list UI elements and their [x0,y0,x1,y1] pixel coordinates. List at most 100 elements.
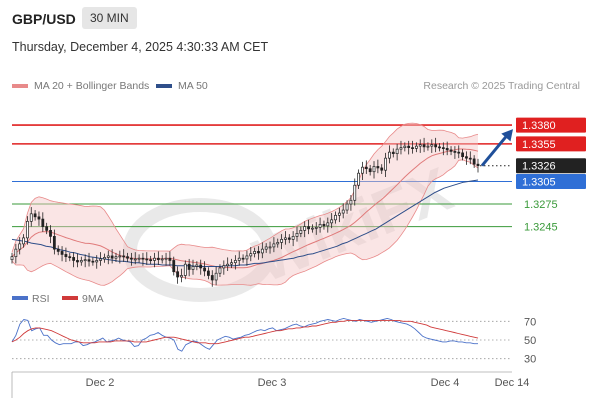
candle [210,270,214,287]
research-credit: Research © 2025 Trading Central [423,80,580,92]
candle-body [465,156,468,159]
candle [214,266,218,286]
candle [461,149,464,161]
legend-ma20-swatch [12,84,28,89]
candle-body [384,157,387,171]
candle [99,252,102,266]
candle-body [60,251,64,255]
level-label-3: 1.3275 [524,199,558,211]
candle-body [414,145,418,149]
candle-body [391,151,395,155]
bollinger-upper [11,122,479,253]
candle-body [411,147,414,149]
candle-body [91,260,95,263]
candle [449,146,453,156]
candle-body [453,151,457,153]
candle-body [445,148,449,151]
candle-body [164,257,168,260]
candle-body [56,248,60,252]
candle-body [141,257,145,260]
candle [141,252,145,266]
candle [199,259,203,275]
candle [257,246,260,260]
candle [345,200,349,214]
level-badge-1 [516,136,586,152]
candle [287,234,291,244]
candle-body [180,275,183,278]
candle [37,211,41,226]
candle [172,256,176,276]
candle [249,246,253,262]
candle [45,222,49,235]
legend-ma50-label: MA 50 [178,80,208,92]
candle [126,252,129,262]
candle [207,267,210,280]
candle-body [241,257,245,260]
candle [41,212,45,232]
rsi-ref-label-2: 30 [524,354,536,366]
legend-ma50-swatch [156,84,172,89]
candle [203,261,206,277]
candle [156,251,160,265]
candle-body [156,257,160,261]
x-tick-label-1: Dec 3 [258,377,287,389]
candle-body [334,214,337,221]
candle [33,210,37,221]
candle [403,142,407,152]
candle [10,252,14,264]
candle-body [341,209,345,214]
candle-body [233,260,237,264]
timeframe-badge[interactable]: 30 MIN [82,7,137,29]
candle-body [133,258,137,261]
current-price-badge [516,158,586,174]
legend-ma20: MA 20 + Bollinger Bands [12,80,149,92]
candle-body [126,256,129,259]
candle-body [303,226,307,231]
candle [284,231,287,245]
candle [353,178,357,206]
candle-body [330,219,334,224]
candle-body [22,237,25,245]
candle [295,226,299,242]
candle [183,260,187,280]
candle [388,145,391,164]
candle [22,234,25,248]
candle [160,255,164,264]
candle-body [26,220,29,239]
legend-ma20-label: MA 20 + Bollinger Bands [34,80,150,92]
candle-body [260,248,264,254]
candle-body [468,157,472,160]
candle [145,252,149,265]
x-tick-label-2: Dec 4 [431,377,460,389]
candle [180,268,183,283]
candle [149,255,153,265]
x-tick-label-3: Dec 14 [495,377,530,389]
candle [395,143,399,161]
rsi-legend-label-0: RSI [32,293,50,305]
rsi-legend-swatch-1 [62,296,78,300]
candle [176,266,180,284]
candle-body [99,258,102,261]
candle [341,203,345,219]
candle [122,249,126,262]
candle-body [457,151,461,154]
candle-body [106,255,110,258]
candle [218,264,222,277]
symbol-title: GBP/USD [12,11,76,27]
candle [322,220,326,230]
candle-body [195,264,199,267]
candle [357,169,361,189]
candle-body [461,152,464,158]
candle-body [29,213,33,222]
candle-body [168,257,172,261]
candle [14,243,18,264]
candle [129,252,133,266]
candle [276,238,280,248]
candle-body [68,256,72,259]
candle-body [272,243,276,248]
candle [434,137,438,153]
candle-body [310,227,314,230]
candle [222,260,226,275]
candle-body [187,263,191,270]
